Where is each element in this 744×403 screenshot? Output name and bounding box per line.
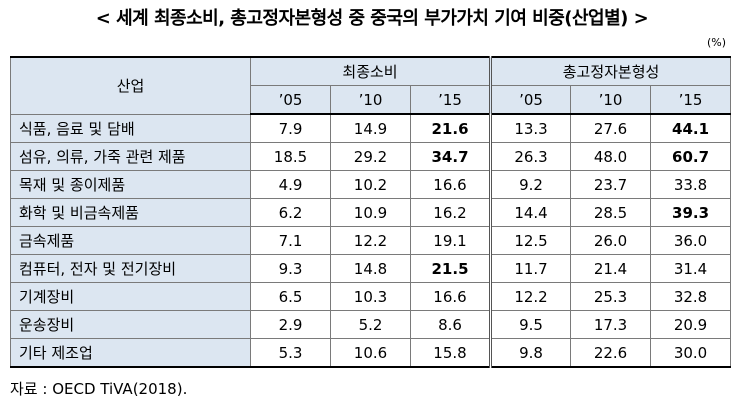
value-cell: 31.4 xyxy=(650,254,732,283)
value-cell: 10.9 xyxy=(330,198,411,227)
year-header: ’15 xyxy=(650,85,732,115)
value-cell: 12.5 xyxy=(489,226,572,255)
value-cell: 9.8 xyxy=(489,338,572,368)
value-cell: 48.0 xyxy=(570,142,652,171)
industry-name: 기타 제조업 xyxy=(10,338,251,368)
value-cell: 15.8 xyxy=(409,338,492,368)
value-cell: 19.1 xyxy=(409,226,492,255)
industry-name: 화학 및 비금속제품 xyxy=(10,198,251,227)
value-cell: 28.5 xyxy=(570,198,652,227)
value-cell: 14.9 xyxy=(330,113,411,143)
industry-name: 섬유, 의류, 가죽 관련 제품 xyxy=(10,142,251,171)
value-cell: 21.6 xyxy=(409,113,492,143)
value-cell: 8.6 xyxy=(409,310,492,339)
value-cell: 9.2 xyxy=(489,170,572,199)
value-cell: 27.6 xyxy=(570,113,652,143)
value-cell: 16.6 xyxy=(409,282,492,311)
year-header: ’10 xyxy=(330,85,411,115)
value-cell: 12.2 xyxy=(330,226,411,255)
value-cell: 6.2 xyxy=(250,198,331,227)
value-cell: 16.2 xyxy=(409,198,492,227)
industry-name: 컴퓨터, 전자 및 전기장비 xyxy=(10,254,251,283)
value-cell: 60.7 xyxy=(650,142,732,171)
value-cell: 32.8 xyxy=(650,282,732,311)
industry-name: 운송장비 xyxy=(10,310,251,339)
gross-fixed-capital-header: 총고정자본형성 xyxy=(489,56,732,86)
table-row: 기타 제조업 5.3 10.6 15.8 9.8 22.6 30.0 xyxy=(10,338,732,368)
final-consumption-header: 최종소비 xyxy=(249,56,492,86)
value-cell: 5.3 xyxy=(250,338,331,368)
value-cell: 26.3 xyxy=(489,142,572,171)
industry-header: 산업 xyxy=(10,56,251,115)
table-row: 컴퓨터, 전자 및 전기장비 9.3 14.8 21.5 11.7 21.4 31.4 xyxy=(10,254,732,283)
value-cell: 23.7 xyxy=(570,170,652,199)
value-cell: 9.5 xyxy=(489,310,572,339)
value-cell: 7.1 xyxy=(250,226,331,255)
value-cell: 10.2 xyxy=(330,170,411,199)
value-cell: 10.3 xyxy=(330,282,411,311)
value-cell: 2.9 xyxy=(250,310,331,339)
table-row: 금속제품 7.1 12.2 19.1 12.5 26.0 36.0 xyxy=(10,226,732,255)
value-cell: 36.0 xyxy=(650,226,732,255)
value-cell: 20.9 xyxy=(650,310,732,339)
industry-name: 식품, 음료 및 담배 xyxy=(10,113,251,143)
source-note: 자료 : OECD TiVA(2018). xyxy=(10,380,188,398)
industry-name: 금속제품 xyxy=(10,226,251,255)
industry-name: 목재 및 종이제품 xyxy=(10,170,251,199)
value-cell: 14.4 xyxy=(489,198,572,227)
table-row: 운송장비 2.9 5.2 8.6 9.5 17.3 20.9 xyxy=(10,310,732,339)
year-header: ’15 xyxy=(409,85,492,115)
value-cell: 39.3 xyxy=(650,198,732,227)
value-cell: 33.8 xyxy=(650,170,732,199)
value-cell: 29.2 xyxy=(330,142,411,171)
value-cell: 13.3 xyxy=(489,113,572,143)
value-cell: 14.8 xyxy=(330,254,411,283)
value-added-table: 산업 최종소비 총고정자본형성 ’05 ’10 ’15 ’05 ’10 ’15 … xyxy=(10,56,732,368)
value-cell: 9.3 xyxy=(250,254,331,283)
value-cell: 6.5 xyxy=(250,282,331,311)
value-cell: 21.4 xyxy=(570,254,652,283)
industry-name: 기계장비 xyxy=(10,282,251,311)
value-cell: 12.2 xyxy=(489,282,572,311)
table-row: 목재 및 종이제품 4.9 10.2 16.6 9.2 23.7 33.8 xyxy=(10,170,732,199)
value-cell: 34.7 xyxy=(409,142,492,171)
table-title: < 세계 최종소비, 총고정자본형성 중 중국의 부가가치 기여 비중(산업별)… xyxy=(95,8,649,29)
table-row: 섬유, 의류, 가죽 관련 제품 18.5 29.2 34.7 26.3 48.0 60.7 xyxy=(10,142,732,171)
table-row: 식품, 음료 및 담배 7.9 14.9 21.6 13.3 27.6 44.1 xyxy=(10,113,732,143)
table-row: 기계장비 6.5 10.3 16.6 12.2 25.3 32.8 xyxy=(10,282,732,311)
value-cell: 7.9 xyxy=(250,113,331,143)
value-cell: 11.7 xyxy=(489,254,572,283)
year-header: ’05 xyxy=(489,85,572,115)
value-cell: 4.9 xyxy=(250,170,331,199)
value-cell: 26.0 xyxy=(570,226,652,255)
value-cell: 30.0 xyxy=(650,338,732,368)
year-header: ’05 xyxy=(250,85,331,115)
value-cell: 17.3 xyxy=(570,310,652,339)
value-cell: 22.6 xyxy=(570,338,652,368)
table-row: 화학 및 비금속제품 6.2 10.9 16.2 14.4 28.5 39.3 xyxy=(10,198,732,227)
unit-label: (%) xyxy=(706,36,726,49)
value-cell: 18.5 xyxy=(250,142,331,171)
value-cell: 10.6 xyxy=(330,338,411,368)
value-cell: 21.5 xyxy=(409,254,492,283)
year-header: ’10 xyxy=(570,85,652,115)
value-cell: 5.2 xyxy=(330,310,411,339)
value-cell: 25.3 xyxy=(570,282,652,311)
value-cell: 16.6 xyxy=(409,170,492,199)
value-cell: 44.1 xyxy=(650,113,732,143)
